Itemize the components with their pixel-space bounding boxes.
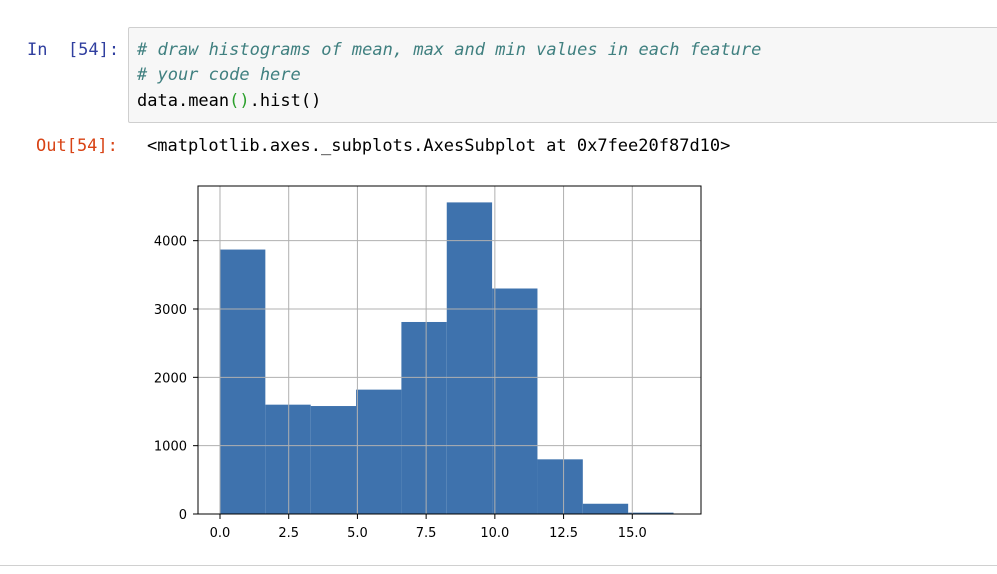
histogram-bar — [492, 288, 538, 514]
cell-divider — [0, 565, 997, 566]
output-repr-text: <matplotlib.axes._subplots.AxesSubplot a… — [147, 136, 731, 156]
input-prompt: In [54]: — [27, 40, 120, 60]
plot-frame — [197, 185, 702, 515]
x-tick-label: 15.0 — [618, 526, 647, 541]
code-comment-line: # draw histograms of mean, max and min v… — [137, 40, 762, 60]
y-tick-label: 4000 — [154, 235, 187, 250]
code-token: hist — [259, 91, 301, 111]
code-token: ) — [239, 91, 250, 111]
x-tick-label: 7.5 — [416, 526, 437, 541]
code-token: ( — [229, 91, 240, 111]
histogram-bar — [265, 404, 311, 514]
x-tick-label: 5.0 — [347, 526, 368, 541]
histogram-bar — [219, 249, 266, 515]
x-tick-label: 12.5 — [549, 526, 578, 541]
y-tick-label: 0 — [179, 508, 187, 523]
code-token: mean — [188, 91, 230, 111]
output-prompt: Out[54]: — [36, 136, 118, 156]
code-token: . — [249, 91, 260, 111]
x-tick-label: 10.0 — [480, 526, 509, 541]
histogram-bar — [356, 389, 402, 514]
code-statement-line: data.mean().hist() — [137, 89, 321, 113]
code-token: () — [300, 91, 322, 111]
code-comment-line: # your code here — [137, 65, 301, 85]
y-tick-label: 1000 — [154, 440, 187, 455]
histogram-bar — [401, 321, 447, 514]
histogram-bar — [628, 512, 674, 514]
histogram-bar — [446, 202, 493, 514]
code-token: data. — [137, 91, 189, 111]
histogram-bar — [310, 406, 357, 514]
histogram-bar — [582, 503, 629, 514]
y-tick-label: 3000 — [154, 303, 187, 318]
code-input-area[interactable]: # draw histograms of mean, max and min v… — [128, 27, 997, 123]
histogram-bar — [537, 459, 583, 514]
x-tick-label: 2.5 — [278, 526, 299, 541]
y-tick-label: 2000 — [154, 371, 187, 386]
x-tick-label: 0.0 — [210, 526, 231, 541]
